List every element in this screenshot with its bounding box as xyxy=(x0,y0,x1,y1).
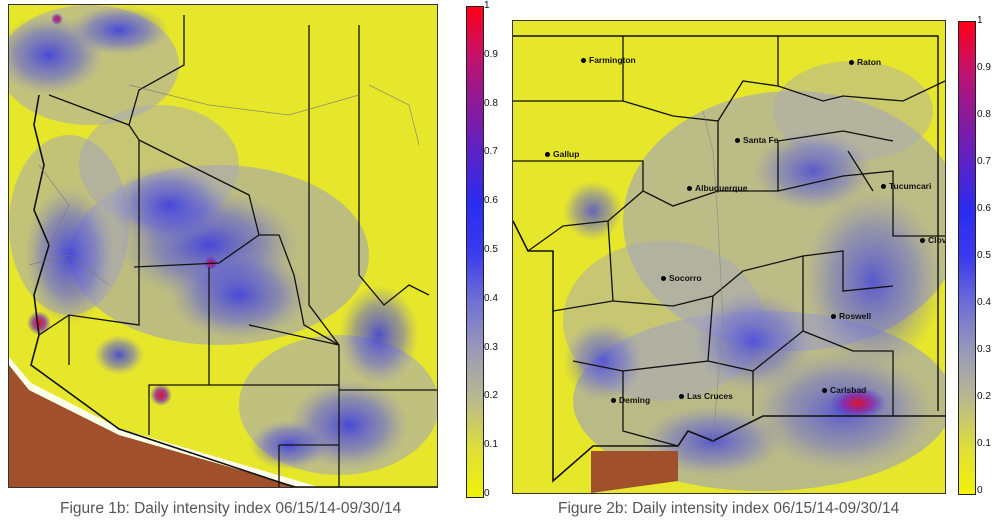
colorbar-tick-label: 0 xyxy=(977,485,983,496)
city-label-albuquerque: Albuquerque xyxy=(687,183,747,193)
city-label-roswell: Roswell xyxy=(831,311,871,321)
colorbar-tick-label: 0.7 xyxy=(484,146,498,158)
colorbar-tick-label: 0.4 xyxy=(484,292,498,304)
city-label-raton: Raton xyxy=(849,57,881,67)
city-name: Tucumcari xyxy=(889,181,932,191)
city-dot-icon xyxy=(822,388,827,394)
city-label-socorro: Socorro xyxy=(661,273,702,283)
city-name: Farmington xyxy=(589,55,636,65)
colorbar-map1 xyxy=(466,6,484,498)
colorbar-map2 xyxy=(958,21,976,495)
city-name: Roswell xyxy=(839,311,872,321)
city-name: Albuquerque xyxy=(695,183,748,193)
colorbar-tick-label: 0.1 xyxy=(977,438,991,449)
colorbar-tick-label: 0.3 xyxy=(977,344,991,355)
colorbar-tick-label: 0.6 xyxy=(977,203,991,214)
colorbar-tick-label: 1 xyxy=(977,15,983,26)
figure-caption-2b: Figure 2b: Daily intensity index 06/15/1… xyxy=(558,500,900,517)
city-dot-icon xyxy=(545,152,550,158)
city-label-carlsbad: Carlsbad xyxy=(822,385,866,395)
city-name: Clovis xyxy=(928,235,946,245)
colorbar-tick-label: 0.5 xyxy=(484,244,498,255)
city-dot-icon xyxy=(611,398,616,404)
colorbar-tick-label: 0.9 xyxy=(484,48,498,60)
figure-caption-1b: Figure 1b: Daily intensity index 06/15/1… xyxy=(60,500,402,517)
city-dot-icon xyxy=(920,238,925,244)
city-dot-icon xyxy=(849,60,854,66)
colorbar-tick-label: 0.8 xyxy=(977,109,991,120)
colorbar-tick-label: 0.2 xyxy=(484,390,498,402)
city-name: Socorro xyxy=(669,273,702,283)
colorbar-tick-label: 0.1 xyxy=(484,439,498,451)
new-mexico-map-graphic xyxy=(513,21,945,493)
city-label-santa-fe: Santa Fe xyxy=(735,135,778,145)
city-dot-icon xyxy=(679,394,684,400)
city-name: Deming xyxy=(619,395,651,405)
city-label-gallup: Gallup xyxy=(545,149,579,159)
city-dot-icon xyxy=(831,314,836,320)
city-dot-icon xyxy=(881,184,886,190)
city-dot-icon xyxy=(687,186,692,192)
city-dot-icon xyxy=(581,58,586,64)
city-name: Las Cruces xyxy=(687,391,733,401)
city-dot-icon xyxy=(661,276,666,282)
city-dot-icon xyxy=(735,138,740,144)
city-label-clovis: Clovis xyxy=(920,235,946,245)
colorbar-tick-label: 0 xyxy=(484,488,490,499)
arizona-map-graphic xyxy=(9,5,437,487)
colorbar-tick-label: 0.8 xyxy=(484,97,498,109)
city-name: Gallup xyxy=(553,149,580,159)
city-name: Santa Fe xyxy=(743,135,779,145)
city-label-deming: Deming xyxy=(611,395,650,405)
new-mexico-intensity-map: Farmington Raton Santa Fe Gallup Albuquerque… xyxy=(512,20,946,494)
colorbar-tick-label: 0.2 xyxy=(977,391,991,402)
arizona-intensity-map xyxy=(8,4,438,488)
city-label-farmington: Farmington xyxy=(581,55,636,65)
colorbar-tick-label: 0.6 xyxy=(484,195,498,207)
colorbar-tick-label: 0.9 xyxy=(977,62,991,73)
city-name: Raton xyxy=(857,57,882,67)
colorbar-tick-label: 0.4 xyxy=(977,297,991,308)
city-label-tucumcari: Tucumcari xyxy=(881,181,931,191)
city-name: Carlsbad xyxy=(830,385,867,395)
city-label-las-cruces: Las Cruces xyxy=(679,391,733,401)
colorbar-tick-label: 1 xyxy=(484,0,490,11)
colorbar-tick-label: 0.3 xyxy=(484,341,498,353)
colorbar-tick-label: 0.5 xyxy=(977,250,991,261)
colorbar-tick-label: 0.7 xyxy=(977,156,991,167)
